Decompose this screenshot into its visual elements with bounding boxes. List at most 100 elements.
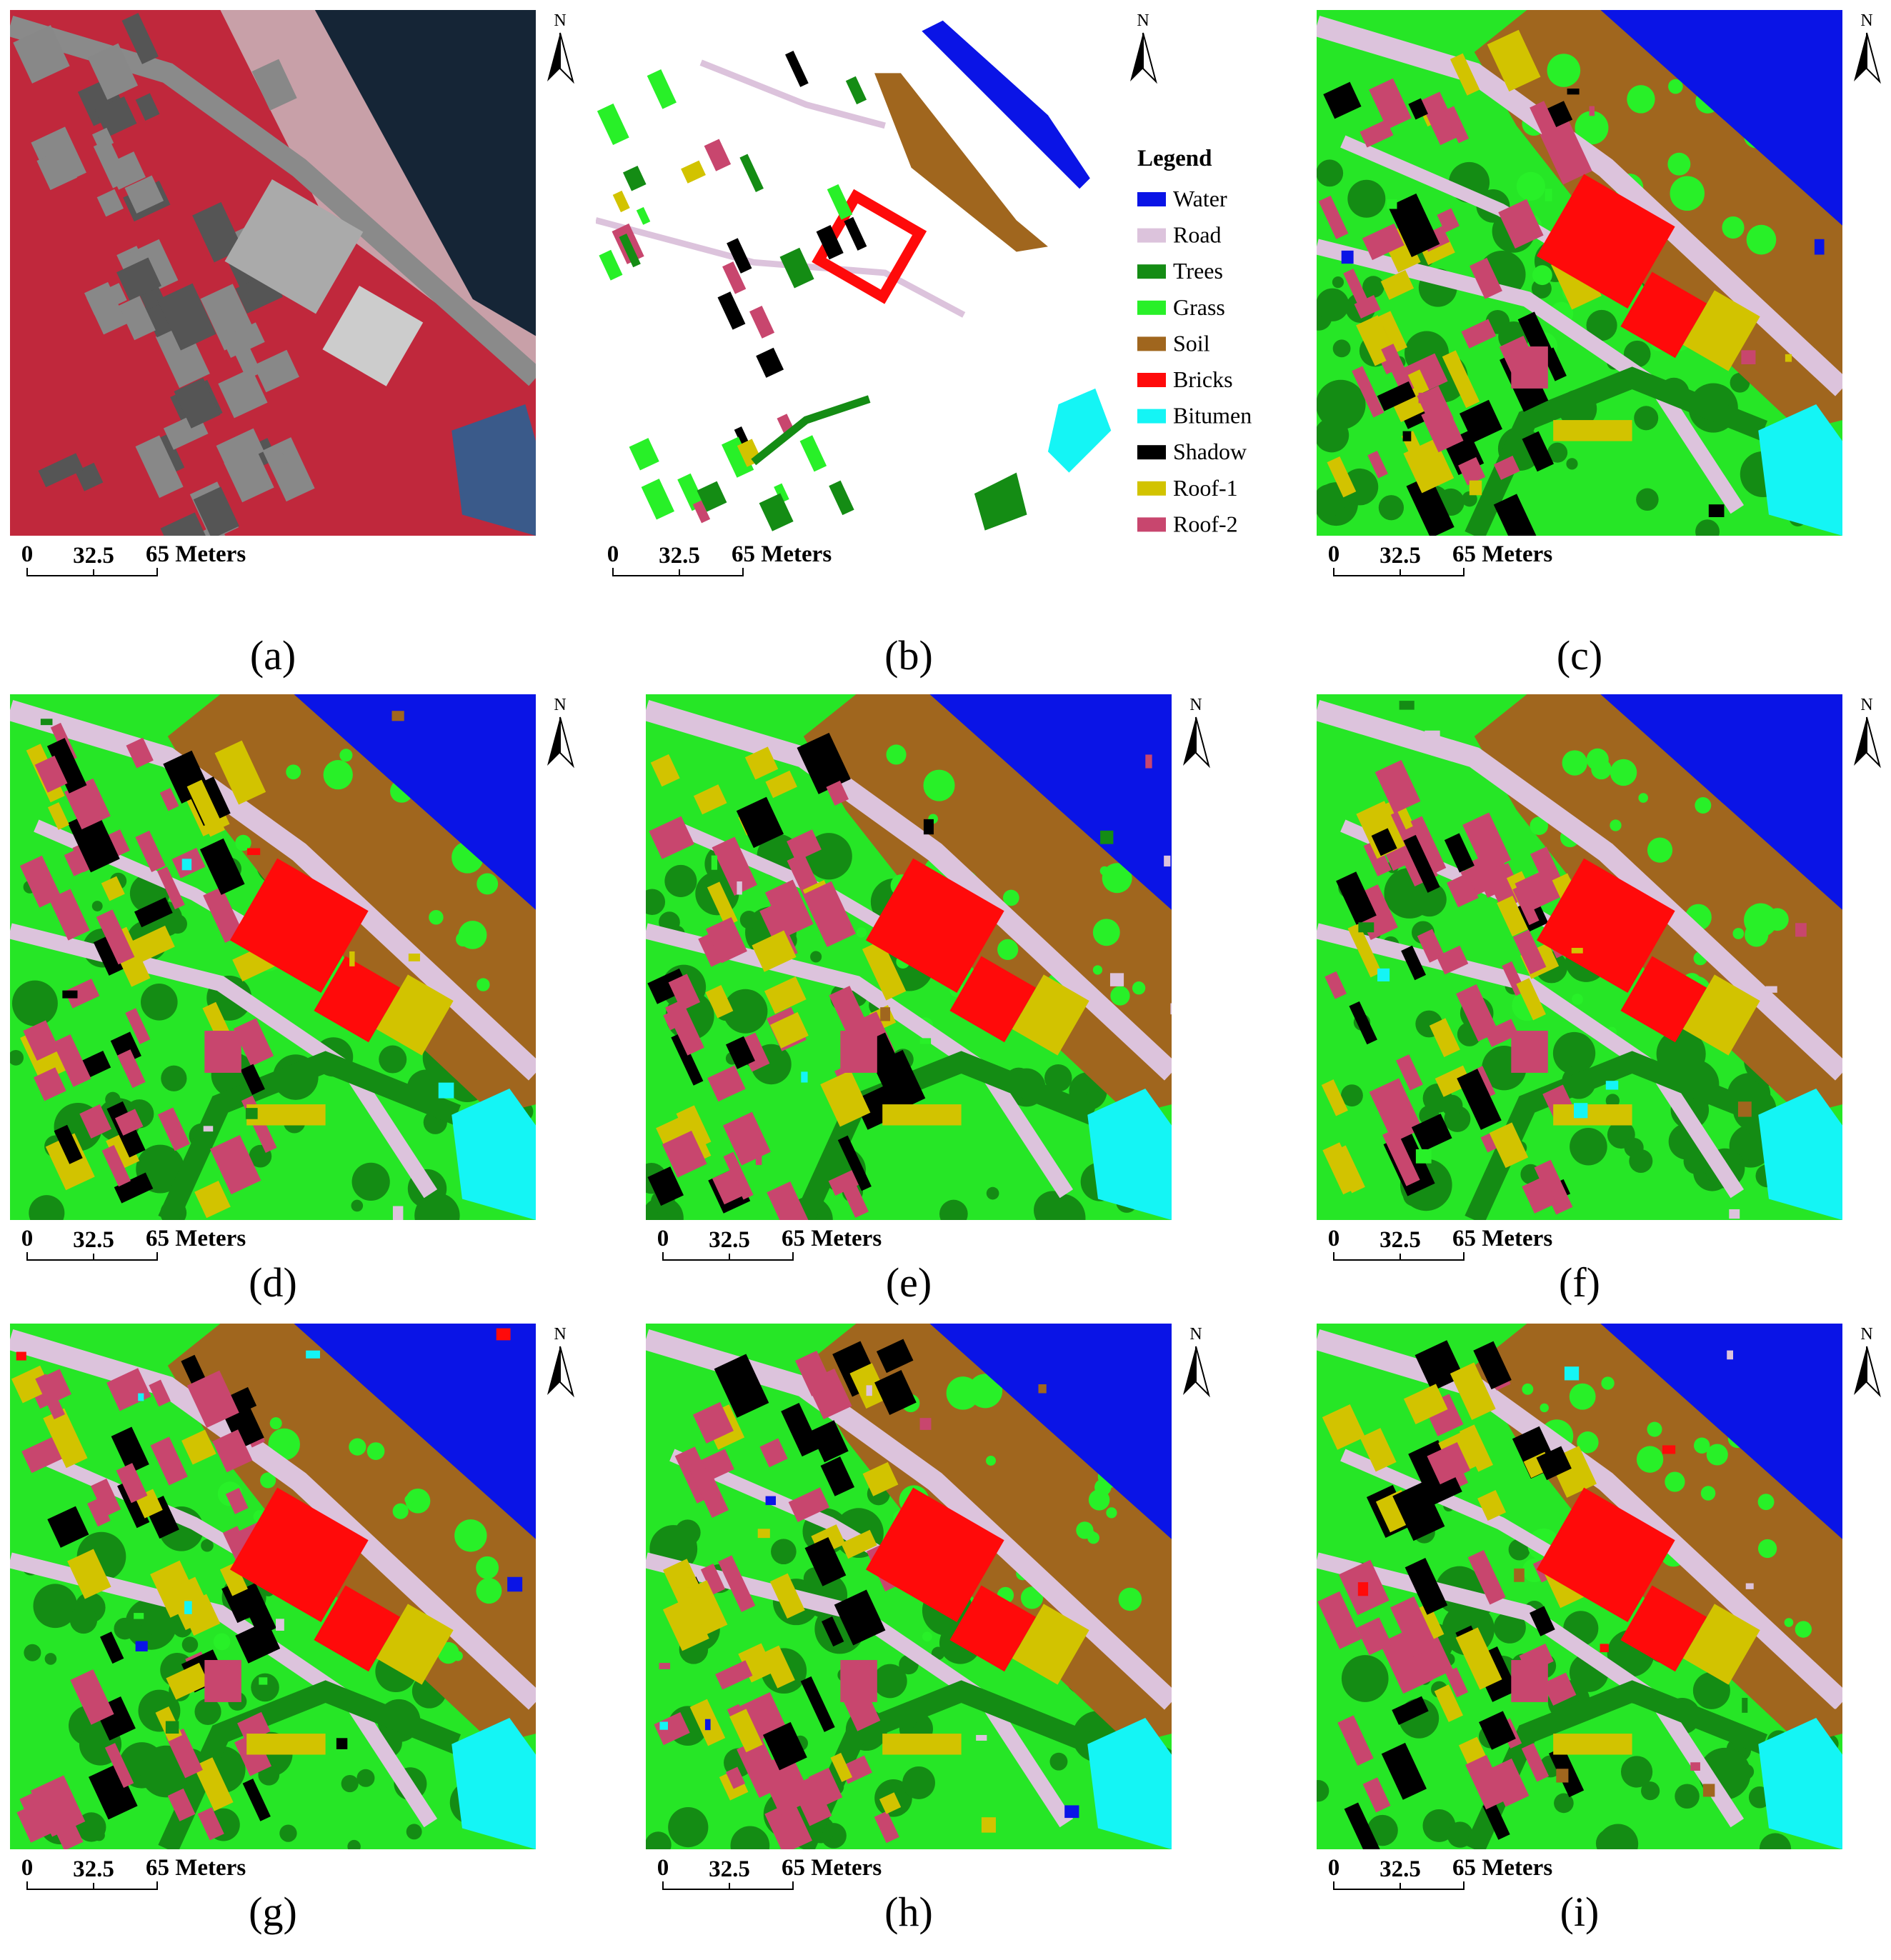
class-area xyxy=(712,1169,744,1205)
truth-area xyxy=(647,69,677,109)
class-area xyxy=(1404,1558,1448,1615)
class-area xyxy=(114,1617,136,1640)
class-area xyxy=(986,1186,999,1200)
north-arrow xyxy=(559,32,574,84)
class-area xyxy=(1737,1101,1752,1117)
class-area xyxy=(647,1166,684,1206)
scale-label: 32.5 xyxy=(1379,543,1421,569)
scale-bar xyxy=(1333,1881,1465,1890)
class-area xyxy=(705,917,747,964)
legend-label: Grass xyxy=(1173,294,1225,320)
legend-label: Road xyxy=(1173,222,1222,248)
class-area xyxy=(949,956,1037,1043)
class-area xyxy=(1408,98,1428,120)
class-area xyxy=(1357,1582,1369,1596)
truth-area xyxy=(844,216,867,251)
class-area xyxy=(646,889,666,915)
truth-area xyxy=(756,347,784,378)
class-area xyxy=(1455,1627,1502,1690)
class-area xyxy=(323,759,353,790)
class-area xyxy=(1629,1149,1653,1173)
class-area xyxy=(1442,350,1480,409)
legend-swatch xyxy=(1137,264,1166,279)
class-area xyxy=(79,1104,112,1139)
class-area xyxy=(873,1664,907,1699)
class-area xyxy=(438,1082,454,1099)
north-arrow xyxy=(1866,32,1881,84)
class-area xyxy=(193,1757,234,1811)
class-area xyxy=(876,1339,914,1374)
class-area xyxy=(1516,978,1546,1021)
class-area xyxy=(1482,1800,1510,1840)
class-area xyxy=(1536,1487,1675,1623)
class-area xyxy=(1381,1742,1427,1800)
class-area xyxy=(1667,152,1691,176)
class-area xyxy=(43,1408,88,1469)
class-area xyxy=(1636,1446,1664,1473)
class-area xyxy=(1044,1064,1072,1092)
class-area xyxy=(1758,1718,1842,1849)
class-area xyxy=(496,1328,511,1341)
class-area xyxy=(1379,1629,1433,1694)
class-area xyxy=(1708,504,1725,517)
scale-label: 32.5 xyxy=(709,1856,750,1882)
class-area xyxy=(90,1479,121,1517)
north-arrow xyxy=(547,1346,560,1395)
scale-bar xyxy=(26,1252,158,1261)
class-area xyxy=(1766,908,1789,931)
class-area xyxy=(203,886,244,943)
map xyxy=(10,694,536,1220)
class-area xyxy=(1322,1404,1365,1450)
north-arrow xyxy=(1142,32,1157,84)
class-area xyxy=(981,1817,996,1833)
class-area xyxy=(764,1800,812,1849)
class-area xyxy=(1746,224,1777,255)
class-area xyxy=(764,976,807,1014)
scale-bar xyxy=(1333,568,1465,576)
north-label: N xyxy=(1137,11,1149,30)
class-area xyxy=(862,939,907,1001)
class-area xyxy=(654,1711,690,1746)
north-arrow xyxy=(1866,1346,1881,1398)
class-area xyxy=(1536,174,1675,309)
class-area xyxy=(820,1456,855,1496)
class-area xyxy=(1600,694,1842,910)
class-area xyxy=(664,864,697,898)
truth-area xyxy=(599,249,623,281)
scale-label: 0 xyxy=(1328,1226,1340,1251)
class-area xyxy=(1600,1324,1842,1539)
class-area xyxy=(101,876,125,901)
north-arrow xyxy=(547,33,560,81)
class-area xyxy=(199,838,245,895)
class-area xyxy=(684,1580,728,1635)
north-arrow xyxy=(1854,33,1867,81)
truth-area xyxy=(1047,388,1112,473)
class-area xyxy=(1414,1340,1465,1392)
truth-area xyxy=(722,261,747,294)
scale-label: 65 Meters xyxy=(1452,1855,1552,1881)
class-area xyxy=(1488,1758,1530,1807)
image-area xyxy=(221,322,265,358)
scale-bar xyxy=(26,1881,158,1890)
north-arrow xyxy=(1183,1346,1196,1395)
class-area xyxy=(841,1529,877,1559)
class-area xyxy=(1511,346,1548,389)
class-area xyxy=(1577,1431,1599,1454)
class-area xyxy=(1388,193,1440,258)
truth-area xyxy=(717,291,746,330)
class-area xyxy=(1362,223,1404,261)
class-area xyxy=(1317,484,1346,517)
class-area xyxy=(1493,455,1520,480)
class-area xyxy=(687,1574,695,1588)
class-area xyxy=(646,923,1074,1199)
class-area xyxy=(1757,1494,1775,1511)
class-area xyxy=(797,732,851,794)
class-area xyxy=(986,1455,997,1466)
class-area xyxy=(1702,1784,1715,1797)
class-area xyxy=(730,1826,770,1849)
class-area xyxy=(1458,456,1486,486)
map xyxy=(1317,1324,1842,1849)
north-label: N xyxy=(1189,1325,1202,1344)
class-area xyxy=(47,1506,89,1548)
class-area xyxy=(44,1653,57,1665)
